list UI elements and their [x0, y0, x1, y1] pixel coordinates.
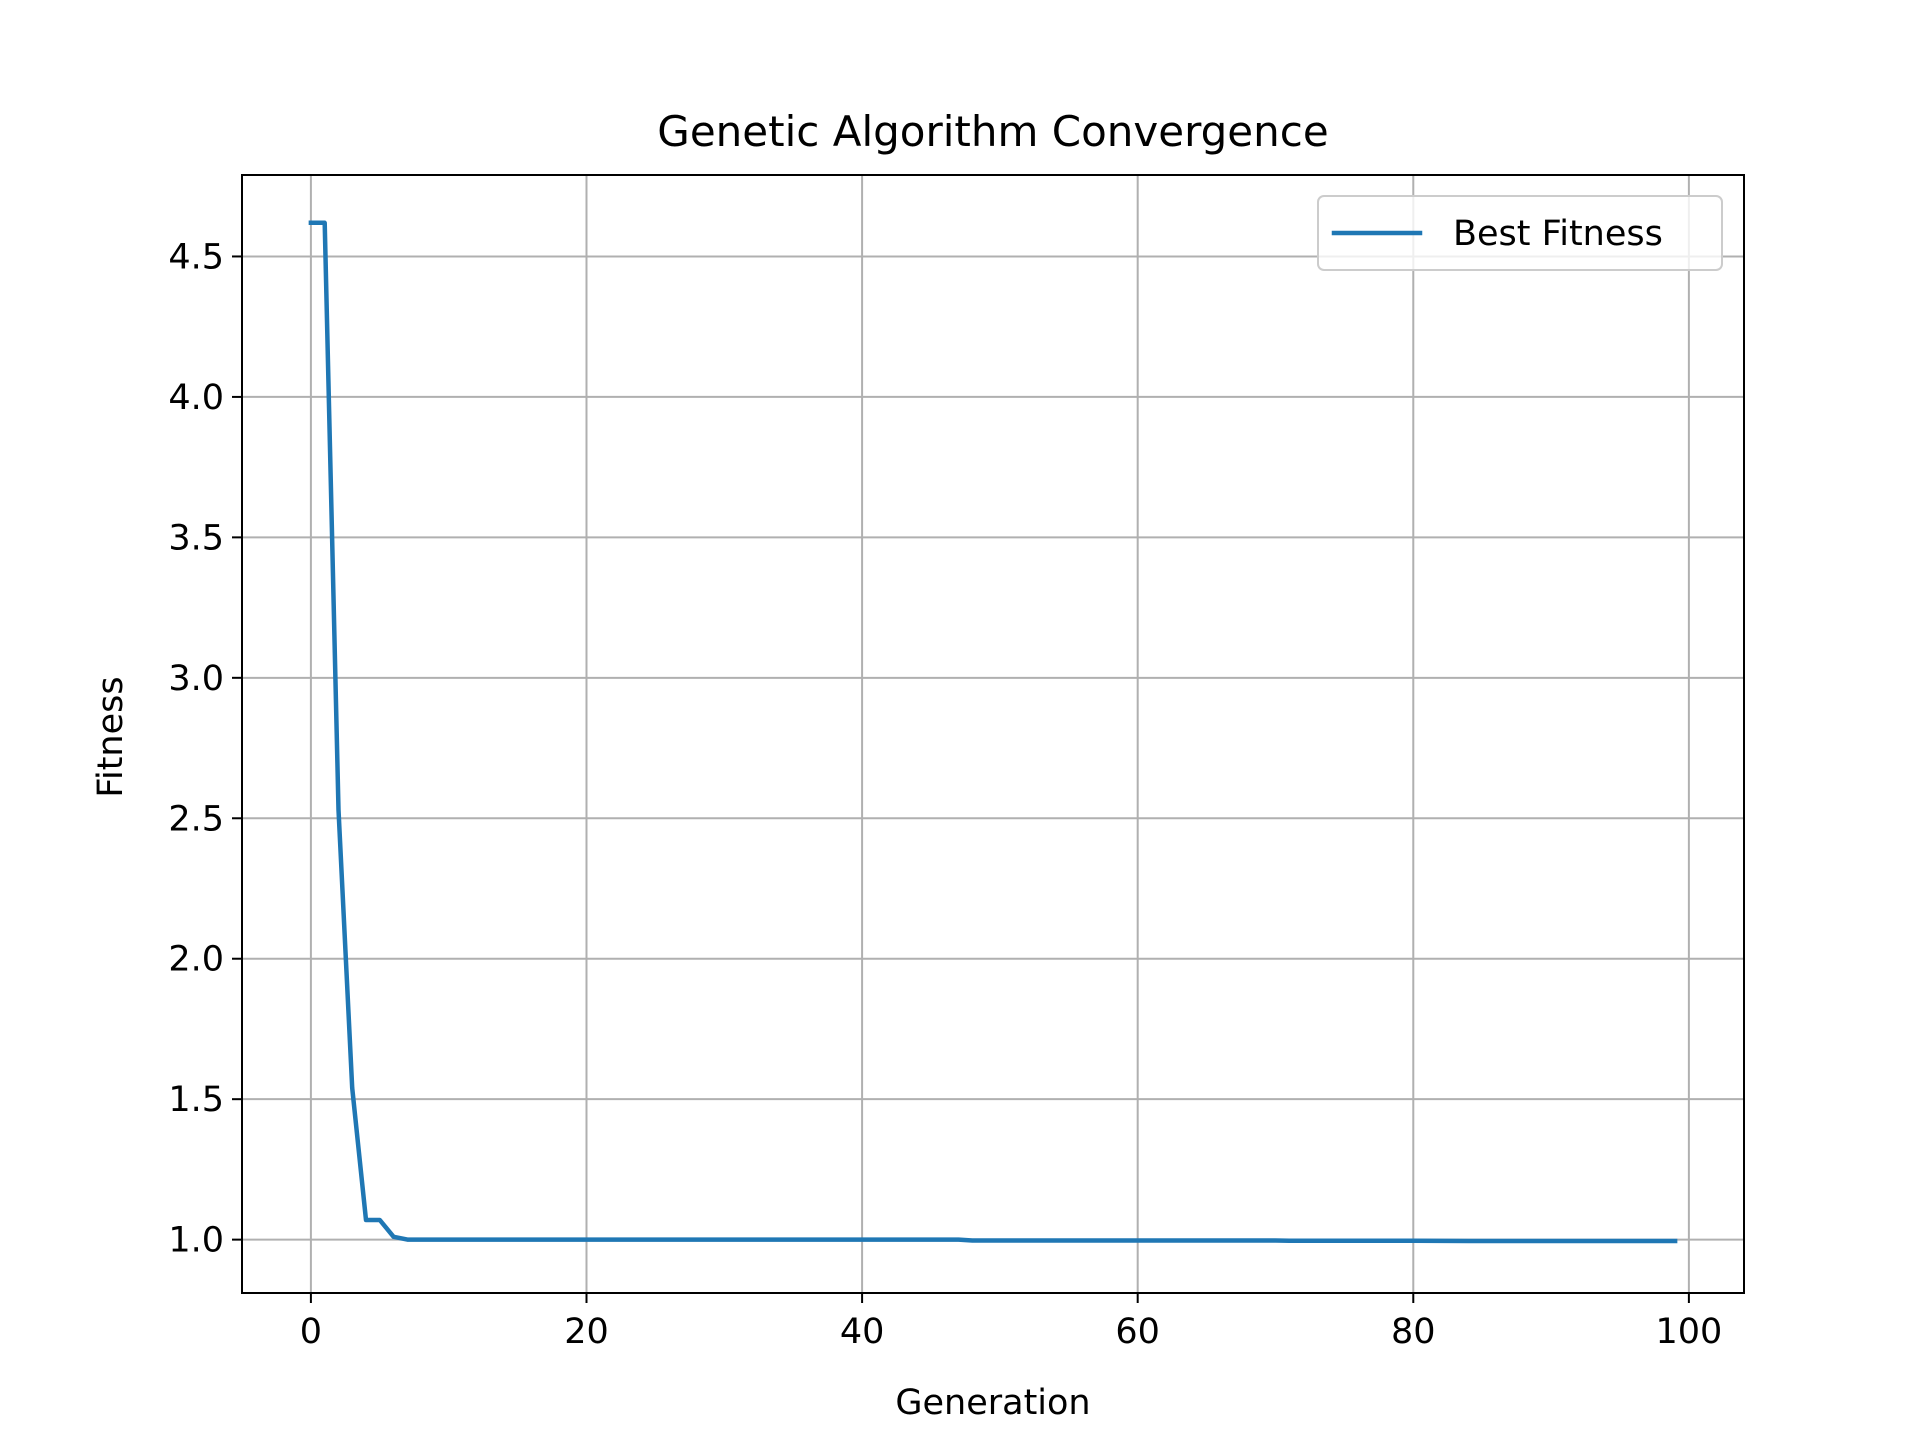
y-tick-label: 2.5	[168, 799, 224, 839]
x-axis-ticks: 0 20 40 60 80 100	[300, 1293, 1722, 1352]
legend: Best Fitness	[1317, 195, 1723, 271]
y-tick-label: 4.0	[168, 378, 224, 418]
series-line-best-fitness	[308, 220, 1678, 1244]
chart-title: Genetic Algorithm Convergence	[657, 107, 1328, 156]
legend-box	[1317, 195, 1723, 271]
x-tick-label: 80	[1391, 1312, 1436, 1352]
plot-frame	[241, 174, 1745, 1294]
x-tick-label: 100	[1655, 1312, 1722, 1352]
series-layer	[308, 220, 1678, 1244]
x-tick-label: 60	[1115, 1312, 1160, 1352]
y-axis-label: Fitness	[91, 676, 131, 797]
y-tick-label: 2.0	[168, 940, 224, 980]
y-tick-label: 3.5	[168, 518, 224, 558]
x-tick-label: 0	[300, 1312, 322, 1352]
x-tick-label: 40	[840, 1312, 885, 1352]
y-tick-label: 1.5	[168, 1080, 224, 1120]
grid-layer	[242, 175, 1744, 1293]
y-tick-label: 1.0	[168, 1221, 224, 1261]
x-tick-label: 20	[564, 1312, 609, 1352]
y-tick-label: 4.5	[168, 237, 224, 277]
x-axis-label: Generation	[895, 1383, 1090, 1423]
y-axis-ticks: 1.0 1.5 2.0 2.5 3.0 3.5 4.0 4.5	[168, 237, 242, 1261]
y-tick-label: 3.0	[168, 659, 224, 699]
legend-label-best-fitness: Best Fitness	[1453, 214, 1663, 254]
